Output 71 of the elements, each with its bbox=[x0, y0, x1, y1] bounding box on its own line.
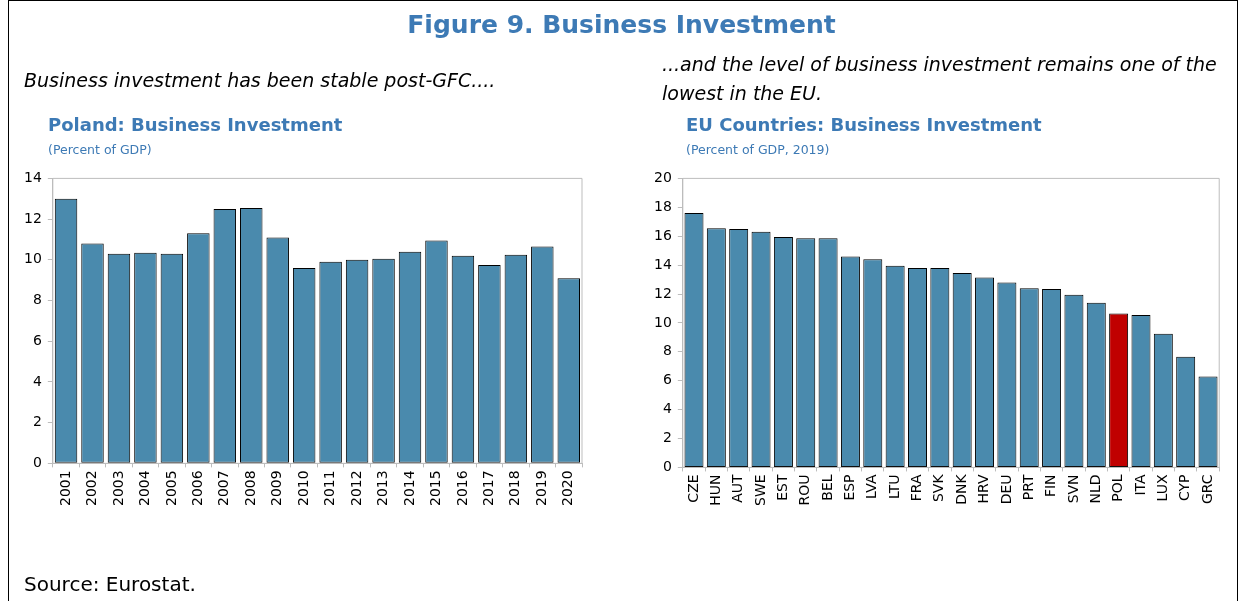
x-tick-label: SVN bbox=[1064, 474, 1081, 504]
x-tick-label: 2016 bbox=[453, 470, 470, 507]
y-tick-label: 0 bbox=[32, 454, 42, 471]
x-tick-label: 2001 bbox=[56, 470, 73, 507]
y-tick-label: 6 bbox=[32, 331, 42, 348]
x-tick-label: 2011 bbox=[321, 470, 338, 507]
text: Business investment has been stable post-GFC.... bbox=[24, 68, 497, 93]
x-tick-label: SWE bbox=[751, 474, 768, 506]
chart-title: Poland: Business Investment bbox=[48, 114, 343, 135]
y-tick-label: 12 bbox=[23, 209, 42, 226]
y-tick-label: 10 bbox=[653, 313, 672, 330]
y-tick-label: 20 bbox=[653, 169, 672, 186]
x-tick-label: HUN bbox=[706, 474, 723, 506]
y-tick-label: 2 bbox=[662, 429, 672, 446]
x-tick-label: DEU bbox=[997, 474, 1014, 505]
x-tick-label: 2018 bbox=[506, 470, 523, 507]
x-tick-label: GRC bbox=[1198, 474, 1215, 505]
x-tick-label: FIN bbox=[1042, 474, 1059, 498]
x-tick-label: 2017 bbox=[480, 470, 497, 507]
y-tick-label: 2 bbox=[32, 413, 42, 430]
chart-title: EU Countries: Business Investment bbox=[686, 114, 1042, 135]
x-tick-label: LVA bbox=[863, 474, 880, 499]
x-tick-label: 2007 bbox=[215, 470, 232, 507]
y-tick-label: 4 bbox=[32, 372, 42, 389]
chart-subtitle: (Percent of GDP, 2019) bbox=[686, 142, 830, 157]
x-tick-label: LTU bbox=[885, 474, 902, 500]
x-tick-label: PRT bbox=[1019, 473, 1036, 501]
x-tick-label: 2003 bbox=[109, 470, 126, 507]
chart-subtitle: (Percent of GDP) bbox=[48, 142, 152, 157]
y-tick-label: 14 bbox=[653, 255, 672, 272]
x-tick-label: NLD bbox=[1086, 474, 1103, 504]
x-tick-label: 2010 bbox=[294, 470, 311, 507]
x-tick-label: 2012 bbox=[347, 470, 364, 507]
y-tick-label: 0 bbox=[662, 458, 672, 475]
caption: Figure 9. Business Investment bbox=[406, 10, 837, 39]
x-tick-label: 2009 bbox=[268, 470, 285, 507]
x-tick-label: 2015 bbox=[427, 470, 444, 507]
x-tick-label: ITA bbox=[1131, 474, 1148, 496]
x-tick-label: 2019 bbox=[532, 470, 549, 507]
x-tick-label: LUX bbox=[1153, 474, 1170, 502]
y-tick-label: 12 bbox=[653, 284, 672, 301]
x-tick-label: CYP bbox=[1176, 474, 1193, 501]
x-tick-label: BEL bbox=[818, 474, 835, 501]
y-tick-label: 6 bbox=[662, 371, 672, 388]
x-tick-label: 2005 bbox=[162, 470, 179, 507]
y-tick-label: 16 bbox=[653, 226, 672, 243]
y-tick-label: 4 bbox=[662, 400, 672, 417]
x-tick-label: 2004 bbox=[136, 470, 153, 507]
x-tick-label: FRA bbox=[908, 474, 925, 502]
x-tick-label: ESP bbox=[841, 474, 858, 501]
y-tick-label: 18 bbox=[653, 197, 672, 214]
x-tick-label: 2006 bbox=[188, 470, 205, 507]
x-tick-label: 2002 bbox=[83, 470, 100, 507]
source-note: Source: Eurostat. bbox=[24, 572, 196, 596]
text: ...and the level of business investment remains one of the lowest in the EU. bbox=[662, 52, 1218, 106]
x-tick-label: SVK bbox=[930, 473, 947, 503]
x-tick-label: 2008 bbox=[241, 470, 258, 507]
x-tick-label: HRV bbox=[975, 474, 992, 504]
x-tick-label: DNK bbox=[952, 473, 969, 505]
x-tick-label: AUT bbox=[729, 473, 746, 503]
x-tick-label: 2020 bbox=[559, 470, 576, 507]
x-tick-label: EST bbox=[774, 473, 791, 501]
x-tick-label: 2013 bbox=[374, 470, 391, 507]
x-tick-label: 2014 bbox=[400, 470, 417, 507]
x-tick-label: POL bbox=[1109, 474, 1126, 502]
y-tick-label: 10 bbox=[23, 250, 42, 267]
y-tick-label: 8 bbox=[32, 291, 42, 308]
x-tick-label: CZE bbox=[684, 474, 701, 503]
y-tick-label: 14 bbox=[23, 169, 42, 186]
y-tick-label: 8 bbox=[662, 342, 672, 359]
x-tick-label: ROU bbox=[796, 474, 813, 506]
